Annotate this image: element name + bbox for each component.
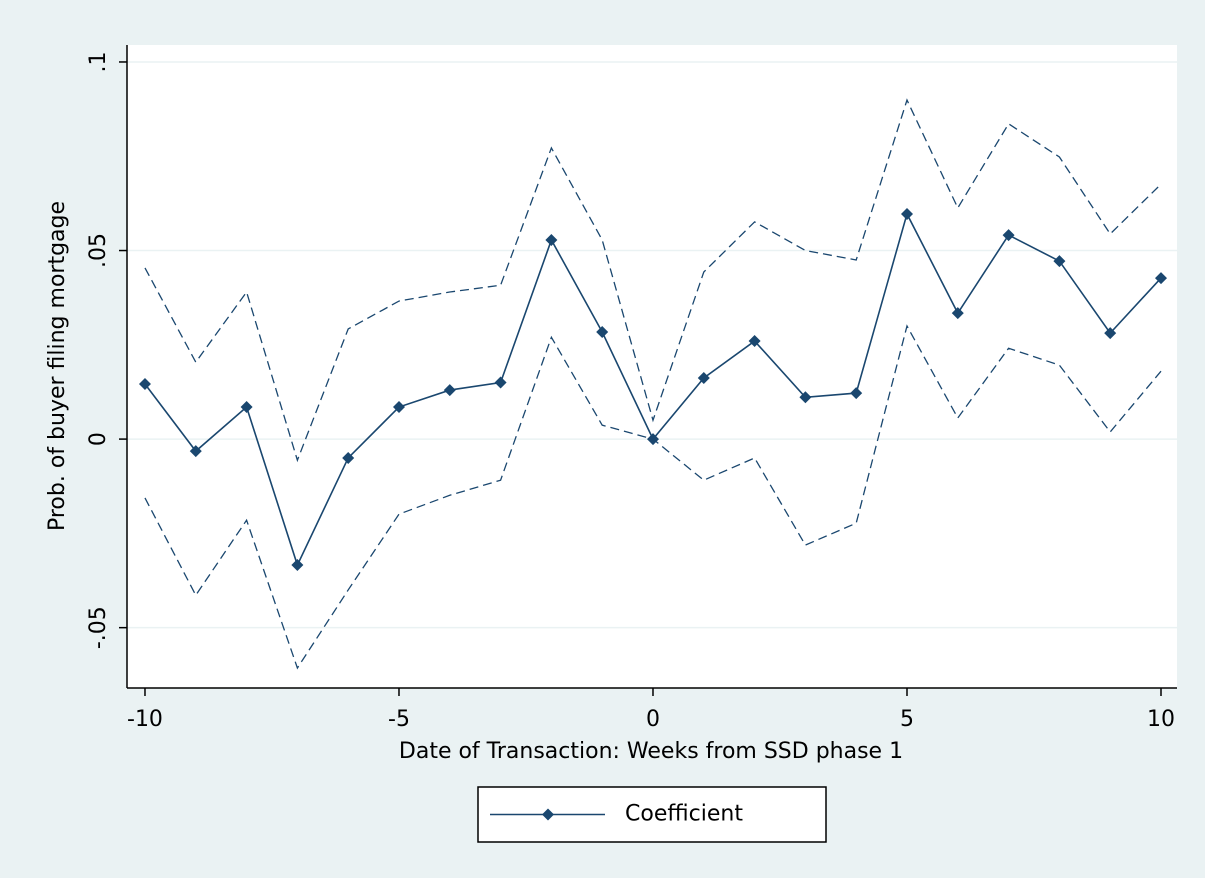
point-marker [545, 233, 558, 246]
point-marker [1104, 327, 1117, 340]
point-marker [240, 401, 253, 414]
point-marker [748, 335, 761, 348]
ci-line [144, 324, 1162, 670]
x-tick-label: 5 [900, 707, 914, 732]
point-marker [189, 445, 202, 458]
point-marker [1002, 229, 1015, 242]
point-marker [1053, 255, 1066, 268]
plot-area [127, 45, 1177, 688]
point-marker [494, 376, 507, 389]
x-tick-label: -5 [388, 707, 410, 732]
y-tick-label: 0 [86, 432, 111, 446]
point-marker [443, 384, 456, 397]
point-marker [342, 451, 355, 464]
x-tick-label: -10 [127, 707, 163, 732]
point-marker [1154, 272, 1167, 285]
point-marker [392, 401, 405, 414]
x-tick-label: 0 [646, 707, 660, 732]
point-marker [697, 372, 710, 385]
legend-label: Coefficient [625, 802, 743, 827]
point-marker [850, 387, 863, 400]
point-marker [138, 378, 151, 391]
ci-line [144, 98, 1162, 463]
x-tick-label: 10 [1147, 707, 1175, 732]
y-tick-label: -.05 [86, 606, 111, 649]
point-marker [799, 391, 812, 404]
x-axis-label: Date of Transaction: Weeks from SSD phas… [399, 739, 903, 764]
legend-marker [542, 808, 554, 821]
point-marker [596, 325, 609, 338]
point-marker [291, 559, 304, 572]
point-marker [900, 207, 913, 220]
y-tick-label: .05 [86, 233, 111, 268]
y-axis-label: Prob. of buyer filing mortgage [45, 201, 70, 531]
y-tick-label: .1 [86, 51, 111, 72]
point-marker [951, 307, 964, 320]
